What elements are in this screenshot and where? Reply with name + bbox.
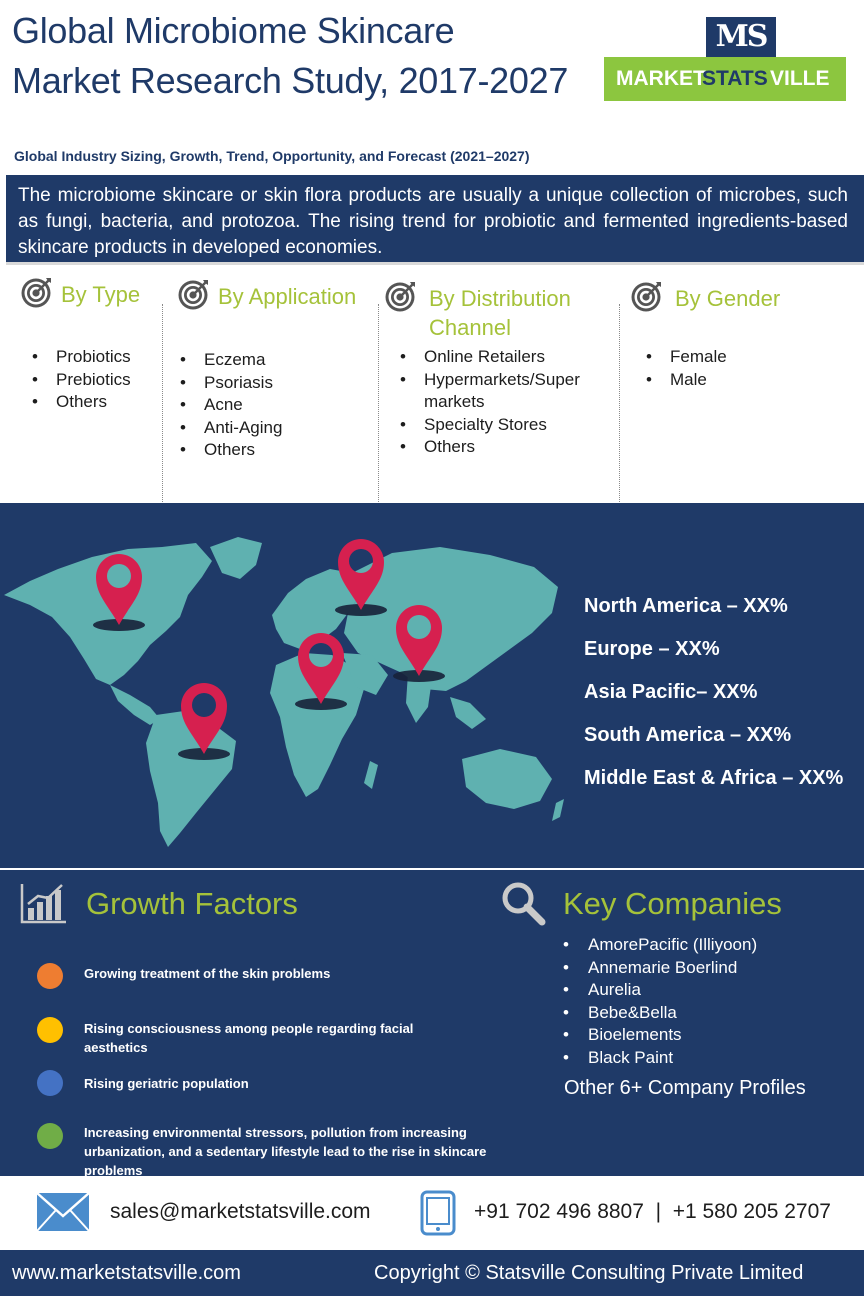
list-item: Annemarie Boerlind bbox=[562, 957, 757, 980]
growth-factor-bullet bbox=[37, 1123, 63, 1149]
europe-shape bbox=[272, 569, 360, 649]
page-subtitle: Global Industry Sizing, Growth, Trend, O… bbox=[14, 148, 530, 164]
segment-title-gender: By Gender bbox=[675, 286, 781, 311]
logo-monogram: MS bbox=[706, 17, 776, 57]
other-company-profiles: Other 6+ Company Profiles bbox=[564, 1077, 806, 1099]
column-divider bbox=[162, 304, 163, 504]
list-item: Acne bbox=[179, 394, 369, 417]
market-description: The microbiome skincare or skin flora pr… bbox=[6, 175, 864, 265]
madagascar-shape bbox=[364, 761, 378, 789]
map-pin-icon bbox=[96, 554, 142, 625]
key-companies-title: Key Companies bbox=[563, 886, 782, 921]
segment-list-type: Probiotics Prebiotics Others bbox=[31, 346, 161, 414]
bar-chart-icon bbox=[20, 884, 66, 924]
list-item: Others bbox=[399, 436, 614, 459]
contact-email[interactable]: sales@marketstatsville.com bbox=[110, 1200, 371, 1223]
list-item: Bebe&Bella bbox=[562, 1002, 757, 1025]
africa-shape bbox=[270, 653, 364, 797]
india-shape bbox=[406, 673, 432, 723]
segment-list-application: Eczema Psoriasis Acne Anti-Aging Others bbox=[179, 349, 369, 462]
list-item: Prebiotics bbox=[31, 369, 161, 392]
region-asia-pacific: Asia Pacific– XX% bbox=[584, 681, 758, 703]
world-map bbox=[4, 537, 564, 847]
north-america-shape bbox=[4, 543, 212, 685]
logo-word-market: MARKET bbox=[616, 67, 706, 90]
region-south-america: South America – XX% bbox=[584, 724, 792, 746]
envelope-icon bbox=[36, 1192, 90, 1232]
region-north-america: North America – XX% bbox=[584, 595, 788, 617]
australia-shape bbox=[462, 749, 552, 809]
magnifier-icon bbox=[502, 882, 546, 926]
list-item: AmorePacific (Illiyoon) bbox=[562, 934, 757, 957]
map-pin-icon bbox=[396, 605, 442, 676]
region-europe: Europe – XX% bbox=[584, 638, 720, 660]
list-item: Aurelia bbox=[562, 979, 757, 1002]
list-item: Female bbox=[645, 346, 825, 369]
list-item: Black Paint bbox=[562, 1047, 757, 1070]
growth-factor-bullet bbox=[37, 1070, 63, 1096]
growth-factor-item: Increasing environmental stressors, poll… bbox=[84, 1125, 487, 1178]
segment-title-application: By Application bbox=[218, 284, 357, 309]
greenland-shape bbox=[210, 537, 262, 579]
list-item: Bioelements bbox=[562, 1024, 757, 1047]
new-zealand-shape bbox=[552, 799, 564, 821]
website-link[interactable]: www.marketstatsville.com bbox=[12, 1262, 241, 1284]
target-icon bbox=[178, 280, 208, 310]
logo-word-ville: VILLE bbox=[770, 67, 830, 90]
asia-shape bbox=[344, 547, 558, 691]
list-item: Probiotics bbox=[31, 346, 161, 369]
list-item: Online Retailers bbox=[399, 346, 614, 369]
middle-east-shape bbox=[342, 653, 388, 695]
list-item: Others bbox=[179, 439, 369, 462]
target-icon bbox=[385, 282, 415, 312]
segment-title-type: By Type bbox=[61, 282, 141, 307]
mobile-phone-icon bbox=[420, 1190, 456, 1236]
segment-list-distribution-channel: Online Retailers Hypermarkets/Super mark… bbox=[399, 346, 614, 459]
central-america-shape bbox=[110, 685, 160, 725]
column-divider bbox=[378, 304, 379, 504]
key-companies-list: AmorePacific (Illiyoon) Annemarie Boerli… bbox=[562, 934, 757, 1070]
target-icon bbox=[631, 282, 661, 312]
growth-factor-item: Growing treatment of the skin problems bbox=[84, 966, 331, 981]
list-item: Specialty Stores bbox=[399, 414, 614, 437]
list-item: Eczema bbox=[179, 349, 369, 372]
logo-wordmark-bar: MARKET STATS VILLE bbox=[604, 57, 846, 101]
southeast-asia-shape bbox=[450, 697, 486, 729]
copyright-notice: Copyright © Statsville Consulting Privat… bbox=[374, 1262, 804, 1284]
list-item: Male bbox=[645, 369, 825, 392]
list-item: Psoriasis bbox=[179, 372, 369, 395]
page-title: Global Microbiome Skincare Market Resear… bbox=[12, 10, 569, 101]
growth-factor-bullet bbox=[37, 963, 63, 989]
market-stats-ville-logo: MS MARKET STATS VILLE bbox=[604, 17, 846, 101]
map-pin-icon bbox=[180, 682, 228, 754]
column-divider bbox=[619, 304, 620, 504]
growth-factor-item: Rising geriatric population bbox=[84, 1076, 249, 1091]
map-pin-icon bbox=[298, 633, 344, 704]
map-pin-icon bbox=[338, 539, 384, 610]
target-icon bbox=[21, 278, 51, 308]
growth-factor-bullet bbox=[37, 1017, 63, 1043]
growth-factors-title: Growth Factors bbox=[86, 886, 298, 921]
list-item: Hypermarkets/Super markets bbox=[399, 369, 614, 414]
segment-list-gender: Female Male bbox=[645, 346, 825, 391]
segment-title-distribution-channel: By Distribution Channel bbox=[429, 286, 571, 340]
footer-bar bbox=[0, 1250, 864, 1296]
logo-word-stats: STATS bbox=[702, 67, 768, 90]
region-middle-east-africa: Middle East & Africa – XX% bbox=[584, 767, 844, 789]
list-item: Others bbox=[31, 391, 161, 414]
contact-phones: +91 702 496 8807 | +1 580 205 2707 bbox=[474, 1200, 831, 1223]
growth-factor-item: Rising consciousness among people regard… bbox=[84, 1021, 414, 1055]
list-item: Anti-Aging bbox=[179, 417, 369, 440]
south-america-shape bbox=[146, 711, 236, 847]
